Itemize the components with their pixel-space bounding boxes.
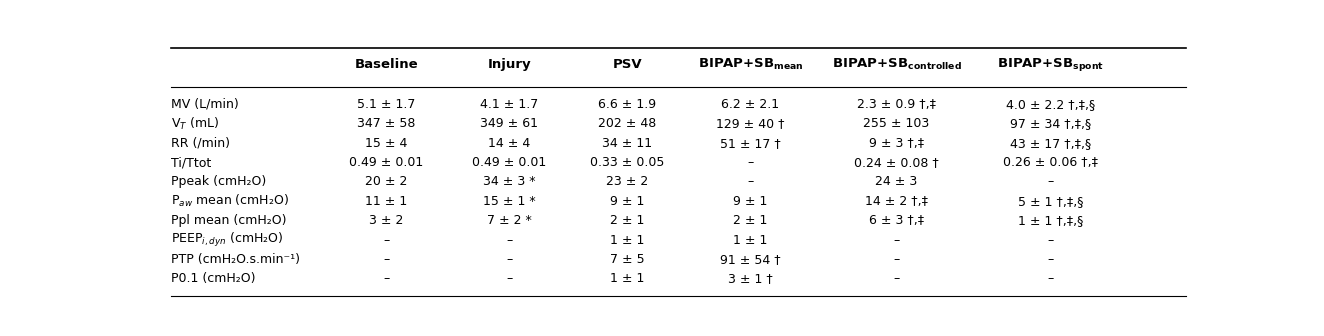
- Text: 2 ± 1: 2 ± 1: [610, 214, 645, 227]
- Text: 34 ± 11: 34 ± 11: [602, 137, 653, 150]
- Text: 3 ± 1 †: 3 ± 1 †: [728, 272, 773, 286]
- Text: 34 ± 3 *: 34 ± 3 *: [483, 175, 535, 188]
- Text: 129 ± 40 †: 129 ± 40 †: [716, 117, 785, 130]
- Text: –: –: [747, 175, 753, 188]
- Text: PEEP$_{i,dyn}$ (cmH₂O): PEEP$_{i,dyn}$ (cmH₂O): [171, 231, 283, 249]
- Text: 14 ± 4: 14 ± 4: [489, 137, 531, 150]
- Text: BIPAP+SB$_\mathregular{spont}$: BIPAP+SB$_\mathregular{spont}$: [997, 56, 1104, 73]
- Text: 347 ± 58: 347 ± 58: [357, 117, 416, 130]
- Text: 51 ± 17 †: 51 ± 17 †: [720, 137, 781, 150]
- Text: 9 ± 1: 9 ± 1: [610, 195, 645, 208]
- Text: 255 ± 103: 255 ± 103: [863, 117, 929, 130]
- Text: 5.1 ± 1.7: 5.1 ± 1.7: [357, 98, 416, 111]
- Text: 3 ± 2: 3 ± 2: [369, 214, 404, 227]
- Text: PSV: PSV: [613, 58, 642, 71]
- Text: 91 ± 54 †: 91 ± 54 †: [720, 253, 781, 266]
- Text: BIPAP+SB$_\mathregular{mean}$: BIPAP+SB$_\mathregular{mean}$: [698, 57, 804, 73]
- Text: 0.49 ± 0.01: 0.49 ± 0.01: [350, 156, 424, 169]
- Text: –: –: [894, 234, 900, 247]
- Text: 9 ± 1: 9 ± 1: [733, 195, 768, 208]
- Text: 43 ± 17 †,‡,§: 43 ± 17 †,‡,§: [1010, 137, 1091, 150]
- Text: 2.3 ± 0.9 †,‡: 2.3 ± 0.9 †,‡: [857, 98, 936, 111]
- Text: 6 ± 3 †,‡: 6 ± 3 †,‡: [869, 214, 924, 227]
- Text: RR (/min): RR (/min): [171, 137, 229, 150]
- Text: 20 ± 2: 20 ± 2: [365, 175, 408, 188]
- Text: 23 ± 2: 23 ± 2: [606, 175, 649, 188]
- Text: Injury: Injury: [487, 58, 531, 71]
- Text: 15 ± 1 *: 15 ± 1 *: [483, 195, 535, 208]
- Text: 4.1 ± 1.7: 4.1 ± 1.7: [481, 98, 539, 111]
- Text: –: –: [894, 253, 900, 266]
- Text: Ppl mean (cmH₂O): Ppl mean (cmH₂O): [171, 214, 286, 227]
- Text: 202 ± 48: 202 ± 48: [598, 117, 657, 130]
- Text: 1 ± 1 †,‡,§: 1 ± 1 †,‡,§: [1018, 214, 1083, 227]
- Text: 14 ± 2 †,‡: 14 ± 2 †,‡: [865, 195, 928, 208]
- Text: 4.0 ± 2.2 †,‡,§: 4.0 ± 2.2 †,‡,§: [1006, 98, 1095, 111]
- Text: Baseline: Baseline: [355, 58, 418, 71]
- Text: V$_T$ (mL): V$_T$ (mL): [171, 116, 218, 132]
- Text: 349 ± 61: 349 ± 61: [481, 117, 539, 130]
- Text: –: –: [1047, 253, 1054, 266]
- Text: 97 ± 34 †,‡,§: 97 ± 34 †,‡,§: [1010, 117, 1091, 130]
- Text: –: –: [383, 234, 389, 247]
- Text: 7 ± 5: 7 ± 5: [610, 253, 645, 266]
- Text: PTP (cmH₂O.s.min⁻¹): PTP (cmH₂O.s.min⁻¹): [171, 253, 299, 266]
- Text: BIPAP+SB$_\mathregular{controlled}$: BIPAP+SB$_\mathregular{controlled}$: [831, 57, 961, 73]
- Text: –: –: [383, 272, 389, 286]
- Text: –: –: [1047, 272, 1054, 286]
- Text: –: –: [1047, 175, 1054, 188]
- Text: –: –: [747, 156, 753, 169]
- Text: 2 ± 1: 2 ± 1: [733, 214, 768, 227]
- Text: 0.33 ± 0.05: 0.33 ± 0.05: [591, 156, 665, 169]
- Text: –: –: [506, 272, 512, 286]
- Text: 0.26 ± 0.06 †,‡: 0.26 ± 0.06 †,‡: [1004, 156, 1098, 169]
- Text: 7 ± 2 *: 7 ± 2 *: [487, 214, 532, 227]
- Text: –: –: [1047, 234, 1054, 247]
- Text: MV (L/min): MV (L/min): [171, 98, 238, 111]
- Text: 1 ± 1: 1 ± 1: [733, 234, 768, 247]
- Text: –: –: [506, 253, 512, 266]
- Text: –: –: [894, 272, 900, 286]
- Text: 0.49 ± 0.01: 0.49 ± 0.01: [473, 156, 547, 169]
- Text: 9 ± 3 †,‡: 9 ± 3 †,‡: [869, 137, 924, 150]
- Text: Ppeak (cmH₂O): Ppeak (cmH₂O): [171, 175, 266, 188]
- Text: 15 ± 4: 15 ± 4: [365, 137, 408, 150]
- Text: –: –: [506, 234, 512, 247]
- Text: –: –: [383, 253, 389, 266]
- Text: 5 ± 1 †,‡,§: 5 ± 1 †,‡,§: [1018, 195, 1083, 208]
- Text: 24 ± 3: 24 ± 3: [875, 175, 918, 188]
- Text: 11 ± 1: 11 ± 1: [365, 195, 408, 208]
- Text: Ti/Ttot: Ti/Ttot: [171, 156, 211, 169]
- Text: 1 ± 1: 1 ± 1: [610, 234, 645, 247]
- Text: P0.1 (cmH₂O): P0.1 (cmH₂O): [171, 272, 256, 286]
- Text: 1 ± 1: 1 ± 1: [610, 272, 645, 286]
- Text: P$_{aw}$ mean (cmH₂O): P$_{aw}$ mean (cmH₂O): [171, 193, 289, 209]
- Text: 0.24 ± 0.08 †: 0.24 ± 0.08 †: [854, 156, 939, 169]
- Text: 6.6 ± 1.9: 6.6 ± 1.9: [598, 98, 657, 111]
- Text: 6.2 ± 2.1: 6.2 ± 2.1: [722, 98, 780, 111]
